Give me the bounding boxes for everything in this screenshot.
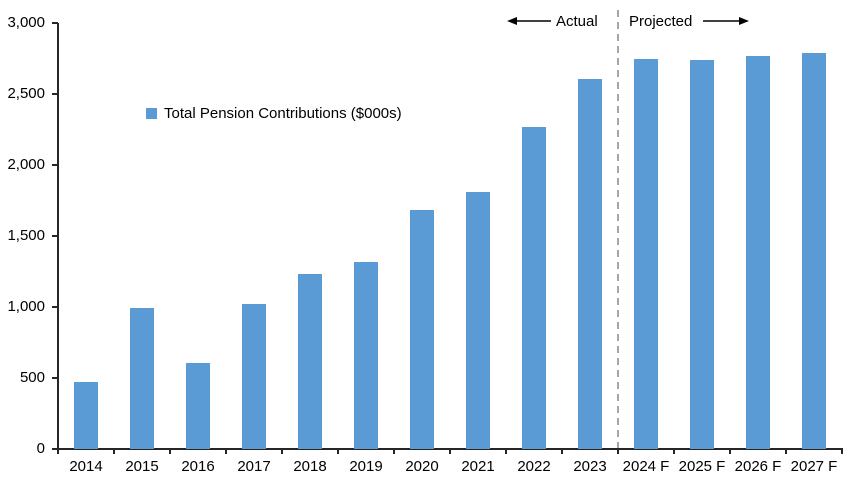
x-axis-label: 2020 — [405, 458, 439, 475]
y-tick-label: 1,500 — [7, 227, 45, 244]
bar-2022 — [522, 126, 546, 449]
x-tick — [393, 449, 395, 454]
x-tick — [337, 449, 339, 454]
bar-2026-f — [746, 55, 770, 449]
x-axis-label: 2018 — [293, 458, 327, 475]
actual-label: Actual — [556, 13, 598, 30]
x-axis-label: 2019 — [349, 458, 383, 475]
x-axis-label: 2023 — [573, 458, 607, 475]
y-tick-label: 2,500 — [7, 85, 45, 102]
legend-color-swatch — [146, 108, 157, 119]
bar-2020 — [410, 210, 434, 449]
bar-2027-f — [802, 52, 826, 449]
actual-projected-divider — [617, 10, 619, 449]
bar-2025-f — [690, 59, 714, 449]
bar-2024-f — [634, 58, 658, 449]
bar-2023 — [578, 79, 602, 449]
bar-2019 — [354, 262, 378, 449]
x-axis-label: 2024 F — [622, 458, 670, 475]
x-tick — [841, 449, 843, 454]
x-axis-label: 2026 F — [734, 458, 782, 475]
y-tick — [52, 235, 58, 237]
x-tick — [673, 449, 675, 454]
x-axis-label: 2025 F — [678, 458, 726, 475]
y-tick — [52, 306, 58, 308]
y-tick — [52, 377, 58, 379]
bar-2016 — [186, 363, 210, 449]
legend-label: Total Pension Contributions ($000s) — [164, 105, 402, 122]
x-tick — [785, 449, 787, 454]
chart-legend: Total Pension Contributions ($000s) — [146, 105, 402, 122]
x-tick — [225, 449, 227, 454]
x-axis-label: 2022 — [517, 458, 551, 475]
y-tick-label: 500 — [19, 369, 45, 386]
x-tick — [617, 449, 619, 454]
x-tick — [449, 449, 451, 454]
x-tick — [281, 449, 283, 454]
x-axis-label: 2027 F — [790, 458, 838, 475]
x-tick — [729, 449, 731, 454]
x-tick — [169, 449, 171, 454]
x-axis-label: 2021 — [461, 458, 495, 475]
bar-2015 — [130, 308, 154, 449]
x-tick — [113, 449, 115, 454]
y-tick-label: 0 — [36, 440, 45, 457]
y-tick — [52, 22, 58, 24]
y-tick — [52, 93, 58, 95]
projected-right-arrow-icon — [703, 17, 749, 25]
bar-2017 — [242, 304, 266, 449]
bar-2014 — [74, 381, 98, 449]
y-tick — [52, 164, 58, 166]
y-tick-label: 1,000 — [7, 298, 45, 315]
actual-left-arrow-icon — [507, 17, 551, 25]
bar-2018 — [298, 274, 322, 449]
y-tick — [52, 448, 58, 450]
x-tick — [57, 449, 59, 454]
y-tick-label: 2,000 — [7, 156, 45, 173]
y-tick-label: 3,000 — [7, 14, 45, 31]
x-axis-label: 2015 — [125, 458, 159, 475]
bar-2021 — [466, 191, 490, 449]
x-axis-line — [57, 448, 843, 450]
x-axis-label: 2017 — [237, 458, 271, 475]
projected-label: Projected — [629, 13, 693, 30]
x-tick — [505, 449, 507, 454]
x-tick — [561, 449, 563, 454]
x-axis-label: 2016 — [181, 458, 215, 475]
x-axis-label: 2014 — [69, 458, 103, 475]
